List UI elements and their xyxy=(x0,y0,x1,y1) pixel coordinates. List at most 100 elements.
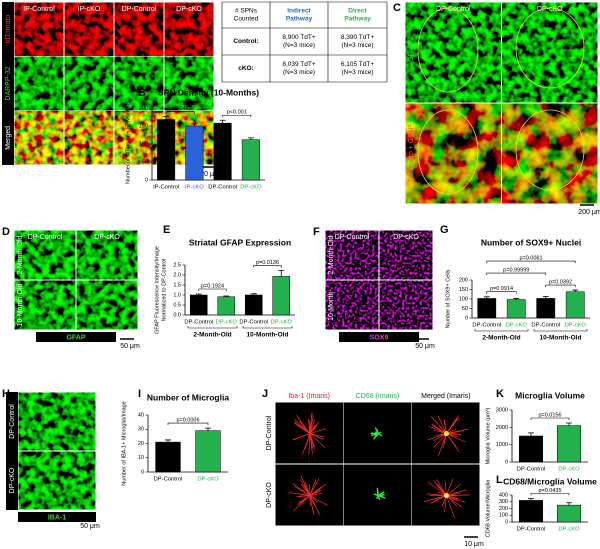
column-label: DP-Control xyxy=(122,6,157,13)
cell-process xyxy=(308,419,311,434)
cell-process xyxy=(446,433,466,443)
x-tick-label: DP-cKO xyxy=(558,467,580,473)
cell-process xyxy=(309,495,311,507)
chart-title: CD68/Microglia Volume xyxy=(503,476,597,486)
y-tick-label: 300 xyxy=(499,499,508,505)
x-tick-label: DP-Control xyxy=(184,320,213,326)
panel-letter: L xyxy=(496,474,503,486)
y-tick-label: 2.5 xyxy=(173,262,181,268)
p-value: p=0.0462 xyxy=(169,106,192,112)
row-label: tdTomato xyxy=(5,15,12,44)
cell-process xyxy=(446,495,462,508)
cell-process xyxy=(428,425,447,434)
bar xyxy=(217,296,236,316)
y-tick-label: 20 xyxy=(138,441,144,447)
table-cell: # SPNs xyxy=(235,8,258,15)
scale-label: 50 μm xyxy=(80,523,100,530)
cell-process xyxy=(431,495,447,500)
column-label: DP-Control xyxy=(335,234,370,241)
panel-letter: K xyxy=(496,388,504,400)
error-bar xyxy=(513,298,520,300)
panel-letter: C xyxy=(393,2,401,14)
y-tick-label: 1000 xyxy=(496,442,508,448)
micrograph xyxy=(114,2,164,56)
y-axis-label: Number of SOX9+ Cells xyxy=(445,269,451,328)
micrograph xyxy=(64,56,114,111)
cell-process xyxy=(427,481,447,496)
cell-process xyxy=(309,433,326,448)
y-tick-label: 0 xyxy=(145,177,148,183)
x-tick-label: DP-cKO xyxy=(271,320,293,326)
y-tick-label: 400 xyxy=(499,492,508,498)
micrograph xyxy=(64,2,114,56)
x-tick-label: IP-Control xyxy=(153,185,179,191)
group-bracket xyxy=(474,329,529,332)
y-axis-label: Normalized to DP-Control xyxy=(161,259,167,322)
table-cell: (N=3 mice) xyxy=(342,42,374,49)
p-value: p=0.0392 xyxy=(549,280,572,286)
row-label: DP-cKO xyxy=(9,467,16,493)
x-tick-label: DP-Control xyxy=(472,323,501,329)
cell-process xyxy=(436,479,447,496)
table-cell: cKO: xyxy=(238,65,254,72)
bar xyxy=(244,294,263,316)
micrograph xyxy=(14,230,76,280)
micrograph xyxy=(64,111,114,165)
significance-bracket xyxy=(165,111,195,114)
marker-label: IBA-1 xyxy=(48,514,66,521)
p-value: p=0.0081 xyxy=(519,256,542,262)
cell-process xyxy=(377,494,386,499)
group-bracket xyxy=(242,326,293,329)
micrograph xyxy=(114,111,164,165)
error-bar xyxy=(278,270,285,277)
bar xyxy=(506,299,526,319)
cell-process xyxy=(309,492,323,496)
x-tick-label: DP-cKO xyxy=(558,527,580,533)
marker-box xyxy=(339,332,419,342)
y-tick-label: 0.0 xyxy=(173,312,181,318)
p-value: p=0.0006 xyxy=(176,418,199,424)
y-tick-label: 1.5 xyxy=(173,282,181,288)
y-tick-label: 200 xyxy=(499,506,508,512)
column-label: Merged (Imaris) xyxy=(421,393,470,400)
y-axis-label: Number of IBA-1+ Microglia/Image xyxy=(121,401,127,486)
micrograph xyxy=(18,451,96,510)
scale-label: 200 μm xyxy=(578,209,600,216)
cell-process xyxy=(294,486,310,496)
table-cell: (N=3 mice) xyxy=(283,69,315,76)
cell-process xyxy=(370,432,379,437)
bar xyxy=(536,298,556,319)
panel-letter: H xyxy=(2,388,10,400)
cell-process xyxy=(446,495,466,503)
error-bar xyxy=(542,295,549,299)
cell-process xyxy=(293,495,311,511)
column-label: IP-Control xyxy=(23,6,55,13)
error-bar xyxy=(250,293,257,295)
y-tick-label: 0.5 xyxy=(173,302,181,308)
group-label: 10-Month-Old xyxy=(247,332,289,339)
panel-letter: J xyxy=(262,388,268,400)
panel-letter: E xyxy=(163,224,170,236)
cell-process xyxy=(296,495,310,498)
cell-process xyxy=(298,420,311,434)
y-axis-label: Number of tdTomato+ SPNs/ROI xyxy=(125,104,131,184)
roi-outline xyxy=(515,7,585,89)
y-tick-label: 40 xyxy=(138,412,144,418)
table-cell: Indirect xyxy=(287,8,311,15)
x-tick-label: IP-cKO xyxy=(185,185,204,191)
bar xyxy=(518,435,544,463)
marker-box xyxy=(36,332,116,342)
cell-process xyxy=(309,495,328,506)
y-tick-label: 1.0 xyxy=(173,292,181,298)
x-tick-label: DP-Control xyxy=(517,527,546,533)
bar xyxy=(241,139,260,181)
y-tick-label: 100 xyxy=(499,513,508,519)
cell-process xyxy=(293,433,310,441)
cell-process xyxy=(446,483,461,496)
bar xyxy=(556,425,582,463)
panel-letter: G xyxy=(440,224,449,236)
error-bar xyxy=(165,439,171,443)
roi-outline xyxy=(417,7,479,93)
y-tick-label: 200 xyxy=(459,277,468,283)
